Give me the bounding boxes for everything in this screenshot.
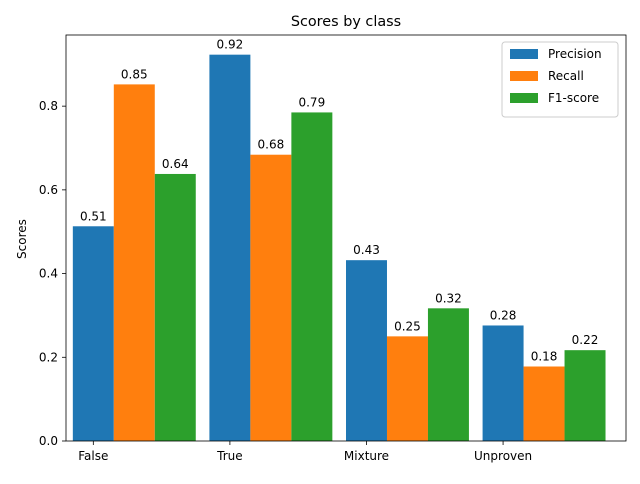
legend-swatch (510, 93, 538, 103)
bar-value-label: 0.28 (490, 308, 517, 322)
bar-value-label: 0.43 (353, 243, 380, 257)
y-tick-label: 0.0 (39, 434, 58, 448)
bar-f1-score-false (154, 173, 196, 441)
legend: Precision Recall F1-score (501, 41, 619, 118)
bar-precision-true (209, 54, 251, 442)
bar-value-label: 0.25 (394, 319, 421, 333)
bar-value-label: 0.18 (531, 350, 558, 364)
bar-precision-mixture (346, 260, 387, 441)
bar-value-label: 0.22 (572, 333, 599, 347)
x-tick-label: Unproven (474, 449, 532, 463)
legend-label: Precision (548, 47, 602, 61)
bar-value-label: 0.68 (258, 138, 285, 152)
bar-precision-unproven (482, 325, 524, 441)
bar-f1-score-mixture (427, 308, 469, 441)
x-tick-label: True (216, 449, 243, 463)
chart-title: Scores by class (291, 14, 401, 30)
bar-recall-true (250, 154, 292, 441)
bar-value-label: 0.32 (435, 291, 462, 305)
legend-label: Recall (548, 69, 584, 83)
plot-area: 0.51 0.92 0.43 0.28 0.85 0.68 0.25 0.18 0.64 0.79… (39, 34, 627, 463)
x-tick-label: False (78, 449, 108, 463)
y-tick-label: 0.6 (39, 183, 58, 197)
bar-value-label: 0.51 (80, 209, 107, 223)
bar-f1-score-unproven (564, 350, 606, 441)
bar-recall-unproven (523, 366, 565, 441)
legend-label: F1-score (548, 91, 599, 105)
bar-value-label: 0.64 (162, 157, 189, 171)
bar-value-label: 0.79 (298, 95, 325, 109)
bar-value-label: 0.85 (121, 67, 148, 81)
bar-recall-false (113, 84, 155, 441)
legend-swatch (510, 49, 538, 59)
y-tick-label: 0.8 (39, 99, 58, 113)
y-tick-label: 0.2 (39, 350, 58, 364)
bar-recall-mixture (386, 336, 428, 441)
x-tick-label: Mixture (344, 449, 389, 463)
bar-value-label: 0.92 (217, 38, 244, 52)
y-tick-label: 0.4 (39, 267, 58, 281)
bar-precision-false (72, 226, 114, 441)
plot-frame (65, 34, 627, 442)
legend-swatch (510, 71, 538, 81)
y-axis-label: Scores (15, 219, 29, 259)
bar-f1-score-true (291, 112, 333, 442)
